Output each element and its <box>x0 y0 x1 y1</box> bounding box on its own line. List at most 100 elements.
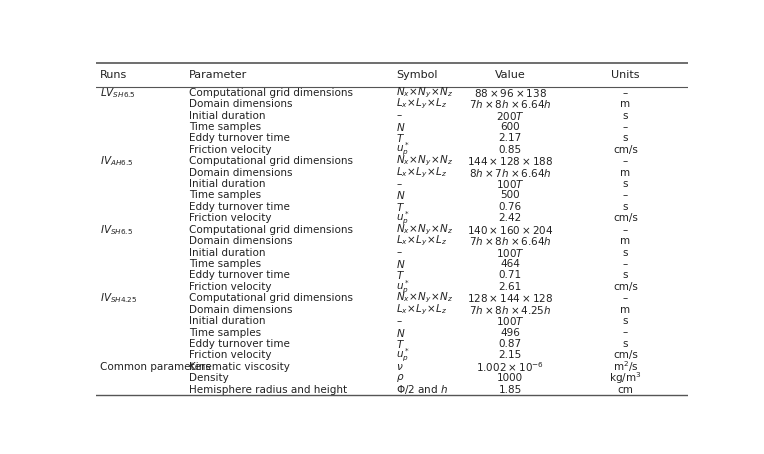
Text: 1.85: 1.85 <box>498 385 522 395</box>
Text: –: – <box>623 293 628 303</box>
Text: Friction velocity: Friction velocity <box>189 350 271 360</box>
Text: Friction velocity: Friction velocity <box>189 145 271 155</box>
Text: Computational grid dimensions: Computational grid dimensions <box>189 225 353 235</box>
Text: $7h\times8h\times6.64h$: $7h\times8h\times6.64h$ <box>468 98 552 110</box>
Text: Friction velocity: Friction velocity <box>189 213 271 223</box>
Text: $L_x\!\times\!L_y\!\times\!L_z$: $L_x\!\times\!L_y\!\times\!L_z$ <box>397 302 448 317</box>
Text: Symbol: Symbol <box>397 70 438 80</box>
Text: Value: Value <box>494 70 526 80</box>
Text: Hemisphere radius and height: Hemisphere radius and height <box>189 385 347 395</box>
Text: Computational grid dimensions: Computational grid dimensions <box>189 88 353 98</box>
Text: $200T$: $200T$ <box>496 109 524 122</box>
Text: $88\times96\times138$: $88\times96\times138$ <box>474 87 546 99</box>
Text: 0.85: 0.85 <box>498 145 522 155</box>
Text: $IV_{SH4.25}$: $IV_{SH4.25}$ <box>100 291 138 305</box>
Text: $\rho$: $\rho$ <box>397 372 405 384</box>
Text: $L_x\!\times\!L_y\!\times\!L_z$: $L_x\!\times\!L_y\!\times\!L_z$ <box>397 97 448 111</box>
Text: s: s <box>623 110 628 121</box>
Text: $140\times160\times204$: $140\times160\times204$ <box>467 224 553 236</box>
Text: $u_p^*$: $u_p^*$ <box>397 141 410 158</box>
Text: Time samples: Time samples <box>189 259 261 269</box>
Text: Parameter: Parameter <box>189 70 248 80</box>
Text: 1000: 1000 <box>497 373 523 383</box>
Text: $N_x\!\times\!N_y\!\times\!N_z$: $N_x\!\times\!N_y\!\times\!N_z$ <box>397 154 454 168</box>
Text: LV$_{SH6.5}$: LV$_{SH6.5}$ <box>100 86 136 99</box>
Text: Kinematic viscosity: Kinematic viscosity <box>189 362 290 372</box>
Text: $N$: $N$ <box>397 121 406 133</box>
Text: m$^2$/s: m$^2$/s <box>613 360 638 374</box>
Text: –: – <box>623 259 628 269</box>
Text: s: s <box>623 133 628 143</box>
Text: Initial duration: Initial duration <box>189 110 266 121</box>
Text: $\Phi/2$ and $h$: $\Phi/2$ and $h$ <box>397 383 448 396</box>
Text: $u_p^*$: $u_p^*$ <box>397 347 410 364</box>
Text: s: s <box>623 247 628 257</box>
Text: $7h\times8h\times4.25h$: $7h\times8h\times4.25h$ <box>469 304 551 316</box>
Text: m: m <box>620 168 630 178</box>
Text: Friction velocity: Friction velocity <box>189 282 271 292</box>
Text: Runs: Runs <box>100 70 128 80</box>
Text: Initial duration: Initial duration <box>189 247 266 257</box>
Text: –: – <box>623 122 628 132</box>
Text: $1.002\times10^{-6}$: $1.002\times10^{-6}$ <box>476 360 544 374</box>
Text: Domain dimensions: Domain dimensions <box>189 236 293 246</box>
Text: Initial duration: Initial duration <box>189 316 266 326</box>
Text: s: s <box>623 271 628 281</box>
Text: $144\times128\times188$: $144\times128\times188$ <box>467 155 553 167</box>
Text: 500: 500 <box>500 191 520 201</box>
Text: Common parameters: Common parameters <box>100 362 211 372</box>
Text: Initial duration: Initial duration <box>189 179 266 189</box>
Text: Eddy turnover time: Eddy turnover time <box>189 202 290 212</box>
Text: $N$: $N$ <box>397 189 406 202</box>
Text: –: – <box>623 88 628 98</box>
Text: 600: 600 <box>500 122 520 132</box>
Text: 2.17: 2.17 <box>498 133 522 143</box>
Text: s: s <box>623 202 628 212</box>
Text: cm/s: cm/s <box>613 282 638 292</box>
Text: Computational grid dimensions: Computational grid dimensions <box>189 156 353 166</box>
Text: –: – <box>397 247 402 257</box>
Text: –: – <box>623 191 628 201</box>
Text: 2.42: 2.42 <box>498 213 522 223</box>
Text: cm/s: cm/s <box>613 350 638 360</box>
Text: s: s <box>623 316 628 326</box>
Text: Domain dimensions: Domain dimensions <box>189 305 293 315</box>
Text: $N$: $N$ <box>397 326 406 339</box>
Text: 0.87: 0.87 <box>498 339 522 349</box>
Text: cm/s: cm/s <box>613 145 638 155</box>
Text: 496: 496 <box>500 327 520 337</box>
Text: Time samples: Time samples <box>189 122 261 132</box>
Text: –: – <box>623 156 628 166</box>
Text: Eddy turnover time: Eddy turnover time <box>189 271 290 281</box>
Text: Time samples: Time samples <box>189 327 261 337</box>
Text: $L_x\!\times\!L_y\!\times\!L_z$: $L_x\!\times\!L_y\!\times\!L_z$ <box>397 234 448 248</box>
Text: Computational grid dimensions: Computational grid dimensions <box>189 293 353 303</box>
Text: $T$: $T$ <box>397 338 406 350</box>
Text: 0.76: 0.76 <box>498 202 522 212</box>
Text: $\nu$: $\nu$ <box>397 362 404 372</box>
Text: $IV_{AH6.5}$: $IV_{AH6.5}$ <box>100 154 134 168</box>
Text: $u_p^*$: $u_p^*$ <box>397 210 410 227</box>
Text: $7h\times8h\times6.64h$: $7h\times8h\times6.64h$ <box>468 235 552 247</box>
Text: $128\times144\times128$: $128\times144\times128$ <box>467 292 553 304</box>
Text: 2.15: 2.15 <box>498 350 522 360</box>
Text: m: m <box>620 305 630 315</box>
Text: –: – <box>397 316 402 326</box>
Text: 0.71: 0.71 <box>498 271 522 281</box>
Text: s: s <box>623 339 628 349</box>
Text: Eddy turnover time: Eddy turnover time <box>189 133 290 143</box>
Text: 2.61: 2.61 <box>498 282 522 292</box>
Text: $8h\times7h\times6.64h$: $8h\times7h\times6.64h$ <box>468 167 552 178</box>
Text: –: – <box>397 179 402 189</box>
Text: s: s <box>623 179 628 189</box>
Text: kg/m$^3$: kg/m$^3$ <box>609 370 642 386</box>
Text: $T$: $T$ <box>397 201 406 213</box>
Text: $T$: $T$ <box>397 133 406 144</box>
Text: Domain dimensions: Domain dimensions <box>189 99 293 109</box>
Text: $100T$: $100T$ <box>496 247 524 259</box>
Text: Units: Units <box>611 70 639 80</box>
Text: cm/s: cm/s <box>613 213 638 223</box>
Text: $N_x\!\times\!N_y\!\times\!N_z$: $N_x\!\times\!N_y\!\times\!N_z$ <box>397 85 454 100</box>
Text: –: – <box>623 225 628 235</box>
Text: Density: Density <box>189 373 228 383</box>
